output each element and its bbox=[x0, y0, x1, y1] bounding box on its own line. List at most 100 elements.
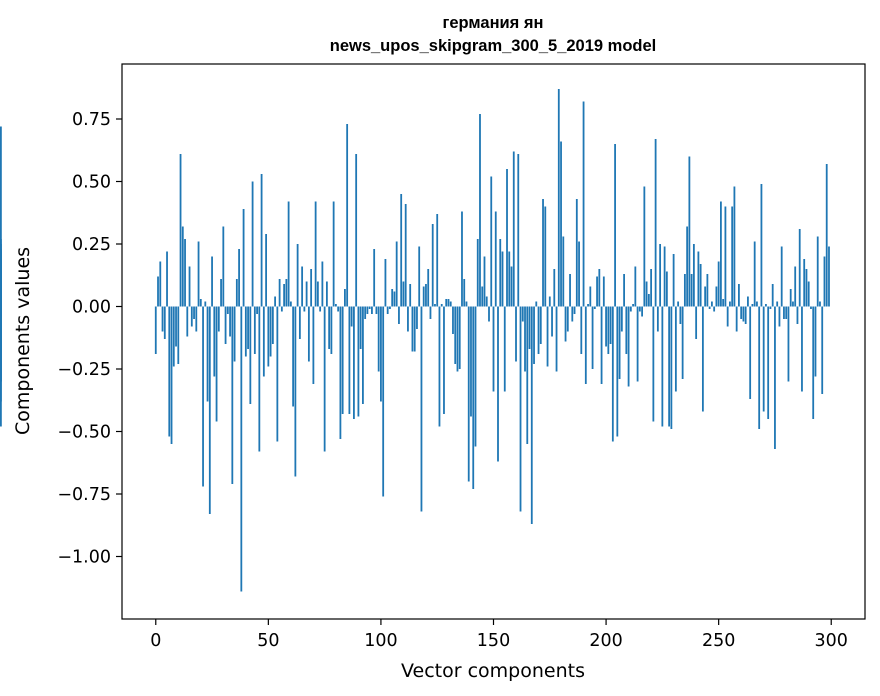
bar bbox=[647, 294, 650, 307]
bar bbox=[341, 306, 344, 414]
bar bbox=[425, 284, 427, 307]
y-tick-label: 0.25 bbox=[72, 235, 111, 255]
bar bbox=[713, 306, 716, 312]
bar bbox=[0, 126, 2, 307]
bar bbox=[226, 306, 229, 314]
bar bbox=[697, 251, 700, 307]
bar bbox=[285, 279, 288, 307]
bar bbox=[280, 306, 283, 312]
bar bbox=[735, 306, 738, 332]
bar bbox=[292, 306, 295, 407]
bar bbox=[659, 244, 662, 307]
chart-subtitle: news_upos_skipgram_300_5_2019 model bbox=[330, 37, 657, 55]
bar bbox=[465, 301, 468, 307]
bar bbox=[503, 306, 506, 392]
bar bbox=[472, 306, 475, 489]
bar bbox=[794, 266, 797, 307]
bar bbox=[458, 306, 461, 369]
bar bbox=[692, 244, 695, 307]
bar bbox=[409, 284, 412, 307]
bar bbox=[422, 286, 425, 307]
bar bbox=[501, 251, 504, 307]
bar bbox=[767, 306, 770, 419]
bar bbox=[652, 306, 655, 422]
bar bbox=[643, 186, 646, 307]
bar bbox=[213, 306, 216, 377]
bar bbox=[729, 301, 731, 307]
bar bbox=[733, 186, 736, 307]
bar bbox=[368, 306, 371, 309]
bar bbox=[310, 269, 313, 307]
bar bbox=[674, 306, 677, 392]
bar bbox=[215, 306, 218, 422]
bar bbox=[276, 306, 279, 442]
bar bbox=[677, 301, 680, 307]
bar bbox=[672, 254, 675, 307]
bar bbox=[656, 306, 659, 332]
bar-series bbox=[0, 89, 830, 592]
bar bbox=[366, 306, 369, 314]
bar bbox=[747, 296, 749, 307]
bar bbox=[548, 296, 551, 307]
bar bbox=[411, 306, 414, 352]
bar bbox=[668, 306, 671, 427]
bar bbox=[562, 236, 565, 307]
bar bbox=[314, 201, 317, 307]
bar bbox=[389, 306, 391, 309]
bar bbox=[578, 241, 580, 307]
bar bbox=[654, 139, 657, 307]
bar bbox=[816, 236, 819, 307]
x-tick-label: 200 bbox=[589, 631, 622, 651]
bar bbox=[233, 306, 236, 362]
bar bbox=[665, 271, 668, 307]
bar bbox=[449, 301, 452, 307]
bar bbox=[821, 306, 824, 394]
bar bbox=[328, 306, 331, 349]
bar bbox=[190, 306, 193, 327]
bar bbox=[812, 306, 815, 419]
x-tick-label: 150 bbox=[477, 631, 510, 651]
bar bbox=[519, 306, 522, 512]
bar bbox=[447, 299, 450, 307]
bar bbox=[294, 306, 297, 477]
bar bbox=[506, 169, 508, 307]
bar bbox=[427, 269, 430, 307]
bar bbox=[413, 306, 416, 352]
bar bbox=[364, 306, 367, 319]
bar bbox=[467, 306, 470, 482]
bar bbox=[701, 306, 704, 412]
bar bbox=[267, 306, 270, 367]
bar bbox=[762, 306, 765, 412]
bar bbox=[440, 304, 443, 307]
bar bbox=[438, 306, 441, 427]
bar bbox=[598, 269, 601, 307]
bar bbox=[398, 306, 400, 324]
bar bbox=[350, 306, 353, 327]
bar bbox=[544, 206, 547, 307]
bar bbox=[0, 259, 2, 307]
bar bbox=[429, 306, 432, 319]
bar bbox=[298, 306, 301, 339]
bar bbox=[810, 306, 812, 309]
bar bbox=[600, 306, 603, 384]
bar bbox=[814, 306, 817, 377]
bar bbox=[546, 306, 549, 367]
bar bbox=[377, 306, 380, 372]
bar bbox=[434, 304, 436, 307]
bar bbox=[614, 144, 616, 307]
y-tick-label: −0.50 bbox=[57, 423, 111, 443]
bar bbox=[312, 306, 315, 384]
bar bbox=[587, 304, 589, 307]
bar bbox=[634, 266, 637, 307]
bar bbox=[470, 306, 472, 417]
bar bbox=[681, 306, 684, 379]
bar bbox=[373, 249, 376, 307]
x-tick-label: 0 bbox=[150, 631, 161, 651]
bar bbox=[488, 306, 490, 322]
bar bbox=[253, 306, 256, 354]
x-tick-label: 250 bbox=[702, 631, 735, 651]
bar bbox=[274, 296, 276, 307]
bar bbox=[244, 306, 247, 357]
bar bbox=[584, 306, 587, 384]
bar bbox=[724, 206, 727, 307]
